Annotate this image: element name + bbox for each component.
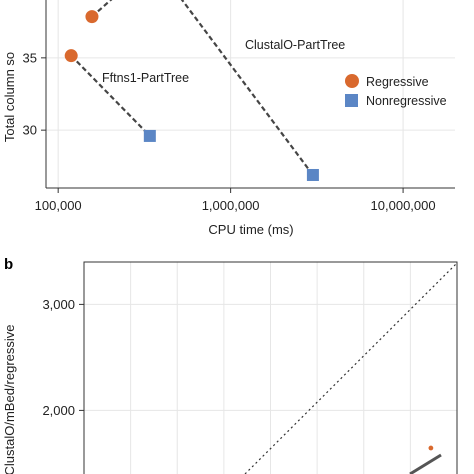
panel-a-legend: Regressive Nonregressive [345, 74, 447, 108]
connector-line [91, 0, 113, 18]
panel-b-y-axis-title: ClustalO/mBed/regressive [2, 325, 17, 474]
legend-regressive-label: Regressive [366, 75, 429, 89]
panel-a-x-tick-label: 10,000,000 [371, 198, 436, 213]
series-label-clustalo: ClustalO-PartTree [245, 38, 345, 52]
panel-a-ticks: 100,000 1,000,000 10,000,000 30 35 [23, 50, 436, 213]
legend-regressive-marker [345, 74, 359, 88]
panel-b-tag: b [4, 256, 13, 273]
panel-b-diagonal-reference-line [244, 263, 457, 474]
nonregressive-point [306, 168, 319, 181]
legend-nonregressive-marker [345, 94, 358, 107]
panel-a-y-axis-title: Total column so [2, 52, 17, 142]
panel-a-x-tick-label: 1,000,000 [202, 198, 260, 213]
panel-a-y-tick-label: 35 [23, 50, 37, 65]
panel-b-plot-frame [83, 261, 458, 474]
panel-a-x-axis-title: CPU time (ms) [208, 222, 293, 237]
legend-nonregressive-label: Nonregressive [366, 94, 447, 108]
connector-line [70, 54, 151, 137]
panel-b-fit-line [409, 453, 442, 474]
panel-b-points [428, 445, 434, 451]
panel-a-connector-lines [70, 0, 314, 176]
panel-b-ticks: 2,000 3,000 [42, 297, 84, 418]
panel-a-x-tick-label: 100,000 [35, 198, 82, 213]
regressive-point [85, 10, 99, 24]
panel-a-scatter: 100,000 1,000,000 10,000,000 30 35 Fftns1-Pa… [2, 0, 455, 237]
series-label-fftns1: Fftns1-PartTree [102, 71, 189, 85]
panel-b-scatter: b 2,000 3,000 ClustalO/mBed/regressive [2, 256, 458, 474]
panel-a-y-tick-label: 30 [23, 123, 37, 138]
panel-b-y-tick-label: 2,000 [42, 403, 75, 418]
regressive-point [64, 49, 78, 63]
panel-b-point [428, 445, 434, 451]
panel-a-grid [46, 0, 455, 188]
panel-b-grid [84, 262, 457, 474]
connector-line [180, 0, 314, 176]
nonregressive-point [143, 129, 156, 142]
panel-b-y-tick-label: 3,000 [42, 297, 75, 312]
panel-a-points [64, 10, 319, 181]
